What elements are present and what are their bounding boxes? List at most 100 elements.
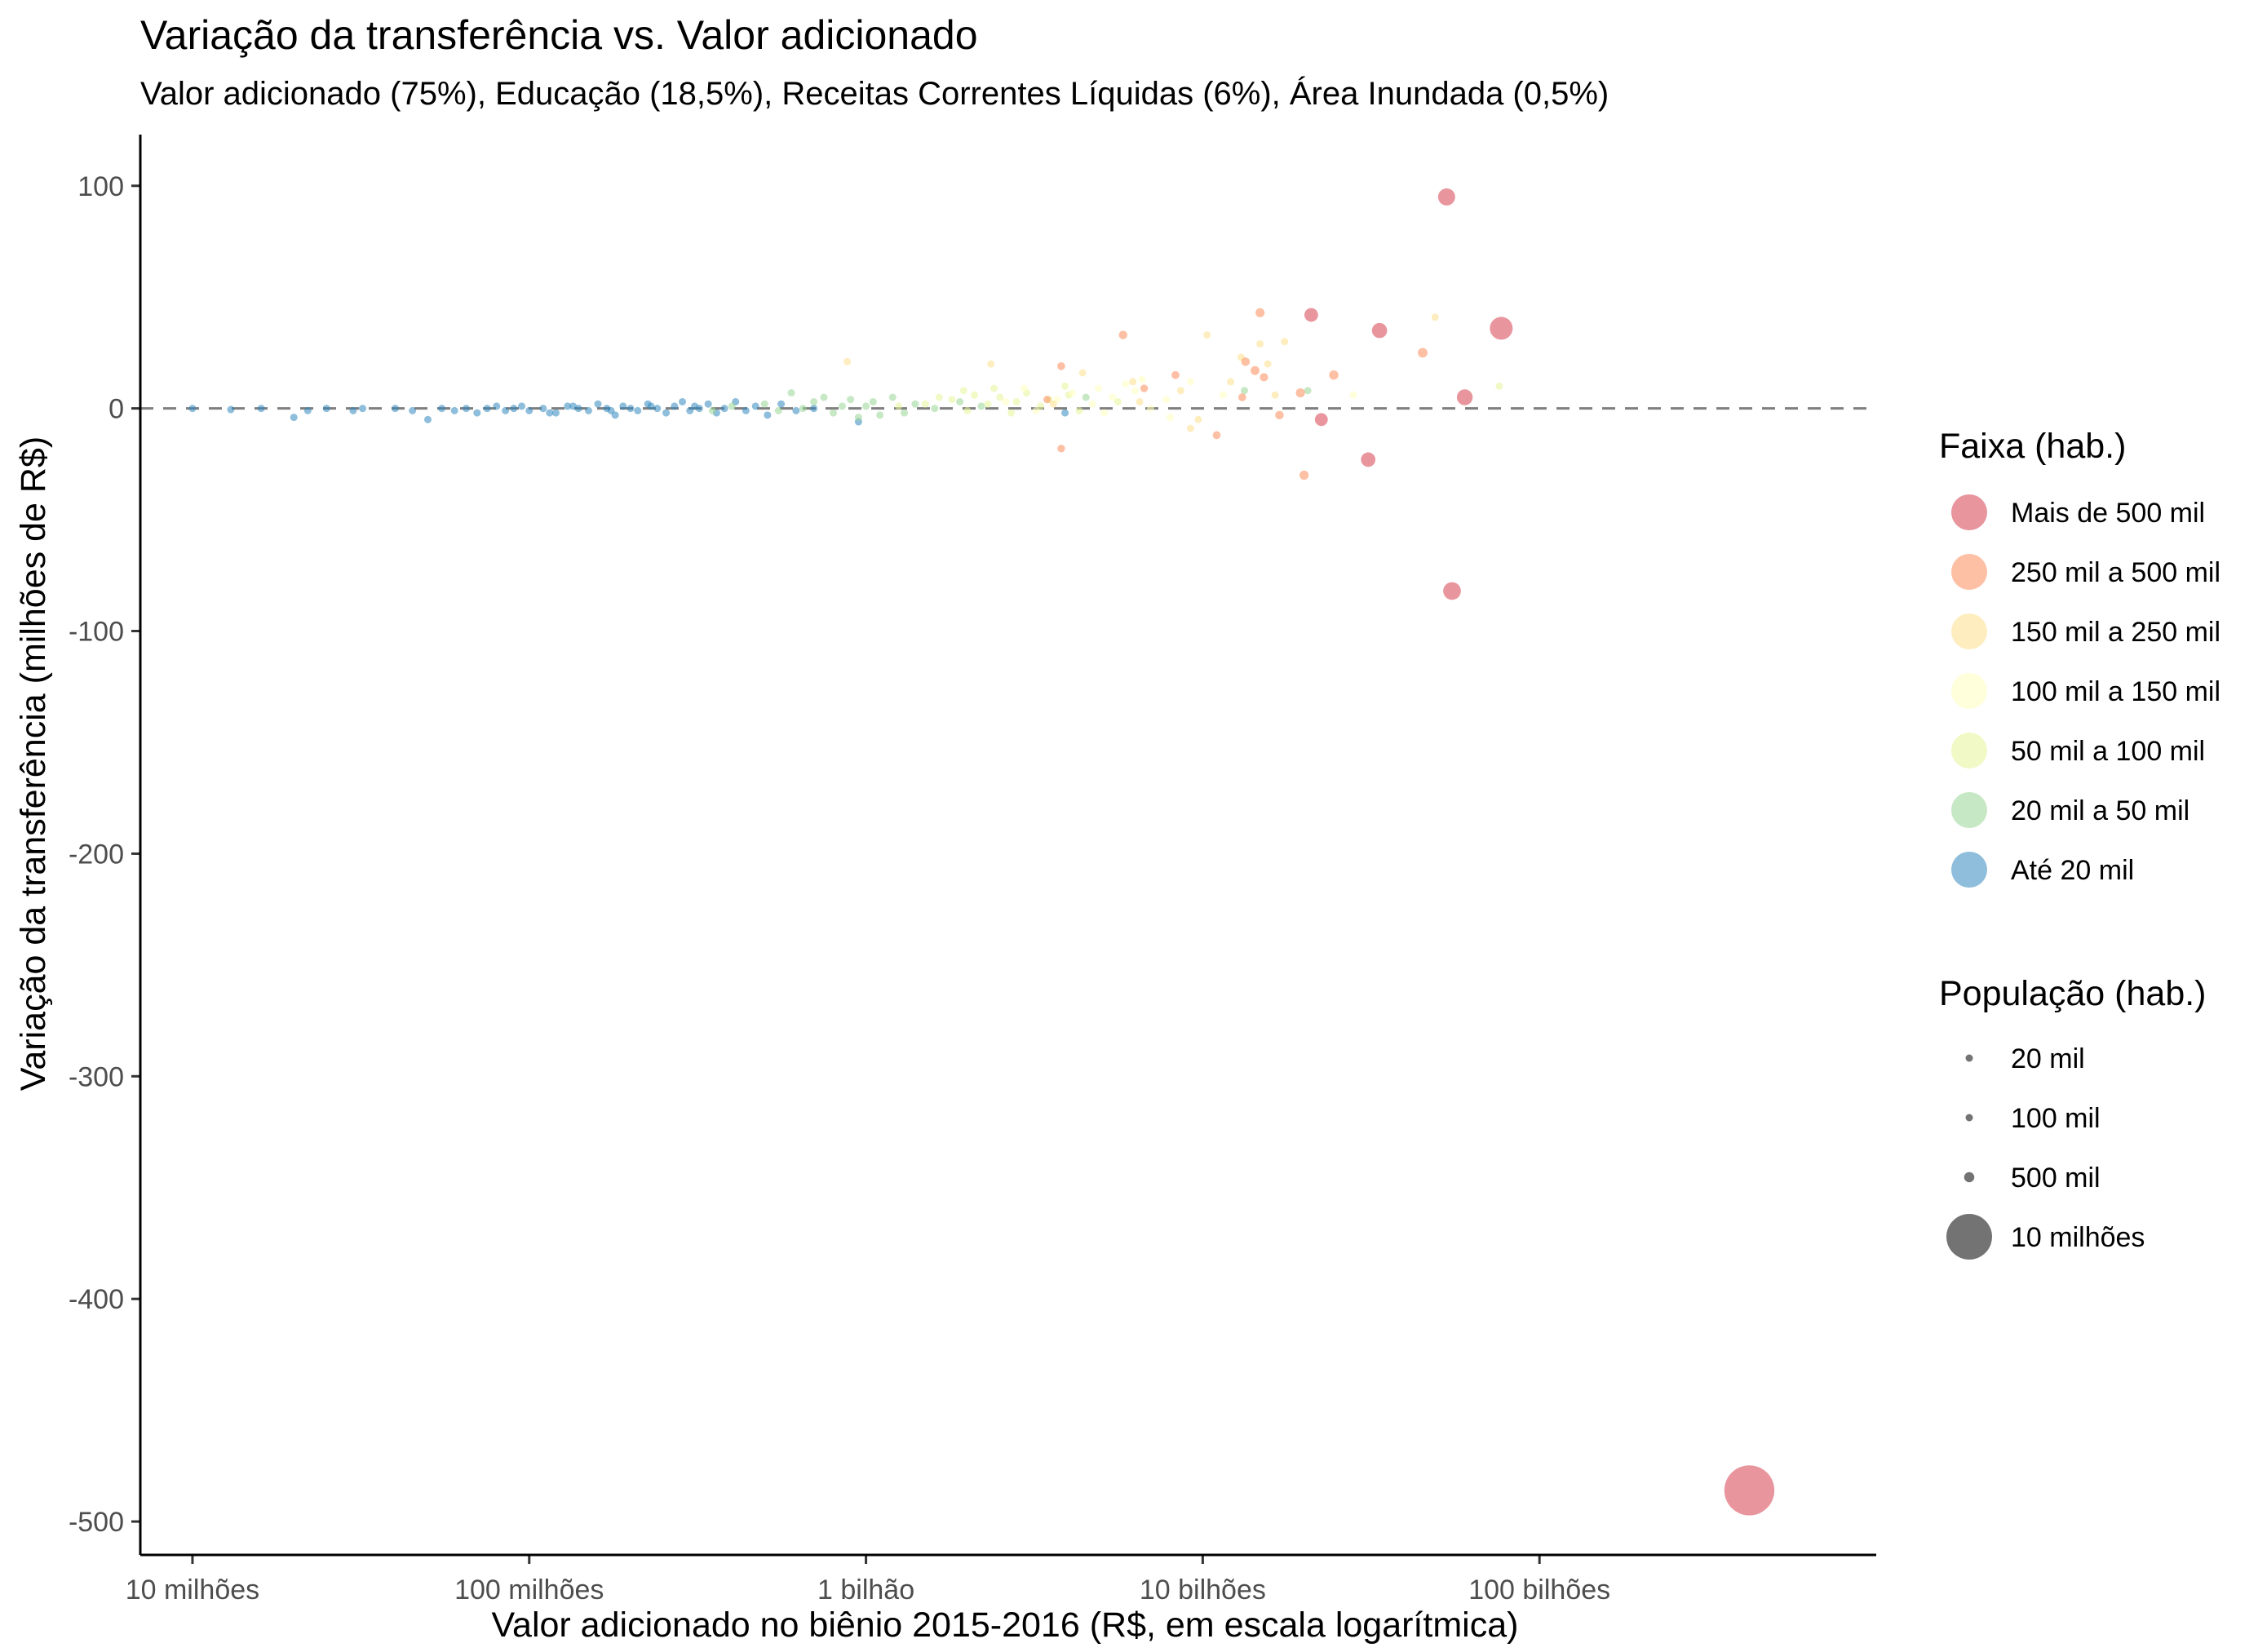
data-point [634,406,642,414]
chart-title: Variação da transferência vs. Valor adic… [140,12,978,58]
legend-color-key [1951,792,1987,828]
y-tick-label: 100 [77,171,124,202]
data-point [1349,391,1357,399]
data-point [977,402,985,410]
data-point [1122,380,1130,388]
data-point [1271,391,1279,399]
data-point [607,406,615,414]
data-point [1007,409,1016,417]
data-point [948,396,956,404]
data-point [935,393,943,401]
data-point [1114,397,1122,405]
data-point [1078,369,1087,377]
y-axis-title: Variação da transferência (milhões de R$… [14,436,53,1091]
data-point [1219,391,1227,399]
data-point [1057,361,1065,370]
data-point [1329,370,1339,380]
data-point [564,402,572,410]
data-point [686,406,694,414]
data-point [1418,348,1428,358]
data-point [990,384,998,392]
data-point [510,405,518,413]
data-point [653,405,662,413]
data-point [1176,387,1184,395]
legend-color-key [1951,494,1987,530]
data-point [1281,338,1289,346]
data-point [691,402,699,410]
data-point [525,406,534,414]
data-point [1194,415,1202,423]
data-point [662,409,671,417]
data-point [463,405,471,413]
data-point [751,402,759,410]
data-point [1241,387,1249,395]
data-point [764,411,772,419]
data-point [810,405,818,413]
data-point [777,400,786,408]
data-point [423,415,432,423]
data-point [1082,393,1090,401]
y-tick-label: -300 [69,1061,124,1092]
data-point [483,405,491,413]
data-point [1495,382,1503,390]
data-point [1437,188,1455,206]
data-point [679,397,687,405]
data-point [1260,373,1268,382]
data-point [704,400,712,408]
legend-size-label: 500 mil [2011,1163,2101,1194]
data-point [626,405,635,413]
data-point [450,406,458,414]
data-point [409,406,417,414]
data-point [1136,397,1144,405]
data-point [728,402,736,410]
y-tick-label: -500 [69,1507,124,1538]
y-tick-label: -400 [69,1284,124,1315]
data-point [1255,308,1265,317]
legend-color-label: Até 20 mil [2011,855,2134,886]
data-point [1002,397,1010,405]
data-point [1456,389,1473,405]
data-point [760,400,768,408]
data-point [1162,396,1171,404]
legend-size-label: 10 milhões [2011,1222,2145,1253]
legend-color-key [1951,613,1987,649]
data-point [720,405,728,413]
data-point [1264,360,1272,368]
legend-size-label: 100 mil [2011,1103,2101,1134]
legend-color-key [1951,673,1987,709]
x-tick-label: 100 bilhões [1468,1574,1610,1605]
data-point [1431,313,1439,321]
data-point [1443,582,1461,600]
data-point [1186,424,1194,432]
data-point [956,397,964,405]
data-point [971,391,979,399]
chart-subtitle: Valor adicionado (75%), Educação (18,5%)… [140,75,1609,112]
data-point [901,409,909,417]
data-point [1012,397,1021,405]
axis-ticks: 100 0 -100 -200 -300 -400 -500 10 milhões 100 mi… [69,171,1610,1605]
data-point [1314,413,1328,427]
data-point [1118,330,1127,339]
data-point [742,406,750,414]
data-point [1069,389,1077,397]
legend-color-label: 100 mil a 150 mil [2011,676,2220,707]
legend-color-key [1951,852,1987,888]
data-point [546,409,554,417]
data-point [594,400,602,408]
data-point [1186,378,1194,386]
data-point [959,387,967,395]
data-point [1094,384,1102,392]
data-point [984,400,992,408]
legend-color-label: 250 mil a 500 mil [2011,557,2220,588]
data-point [774,406,782,414]
data-point [518,402,526,410]
data-point [227,405,235,414]
data-point [569,402,578,410]
data-point [1203,331,1211,339]
legend-color: Faixa (hab.) Mais de 500 mil 250 mil a 50… [1939,427,2220,888]
data-point [799,405,807,413]
data-point [1171,370,1180,379]
data-point [1037,402,1045,410]
data-point [584,406,592,414]
legend-size-key [1964,1171,1975,1183]
